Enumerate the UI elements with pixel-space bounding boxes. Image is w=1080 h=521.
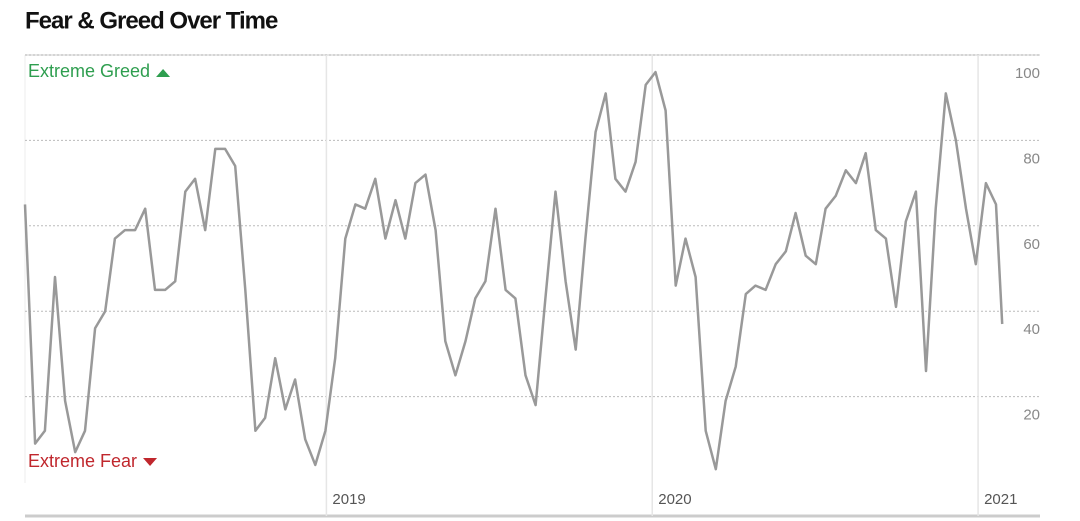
index-line — [23, 70, 1004, 471]
y-tick-label: 80 — [1023, 150, 1040, 167]
y-tick-label: 60 — [1023, 236, 1040, 253]
annotation-extreme-greed: Extreme Greed — [28, 61, 150, 81]
y-tick-label: 40 — [1023, 321, 1040, 338]
annotation-arrow-down — [143, 458, 158, 466]
annotation-extreme-fear: Extreme Fear — [28, 451, 137, 471]
x-tick-label: 2019 — [332, 491, 365, 508]
y-tick-label: 20 — [1023, 407, 1040, 424]
y-tick-label: 100 — [1015, 65, 1040, 82]
x-tick-label: 2020 — [658, 491, 691, 508]
chart-title: Fear & Greed Over Time — [25, 7, 278, 34]
x-tick-label: 2021 — [984, 491, 1017, 508]
annotation-arrow-up — [156, 69, 171, 77]
